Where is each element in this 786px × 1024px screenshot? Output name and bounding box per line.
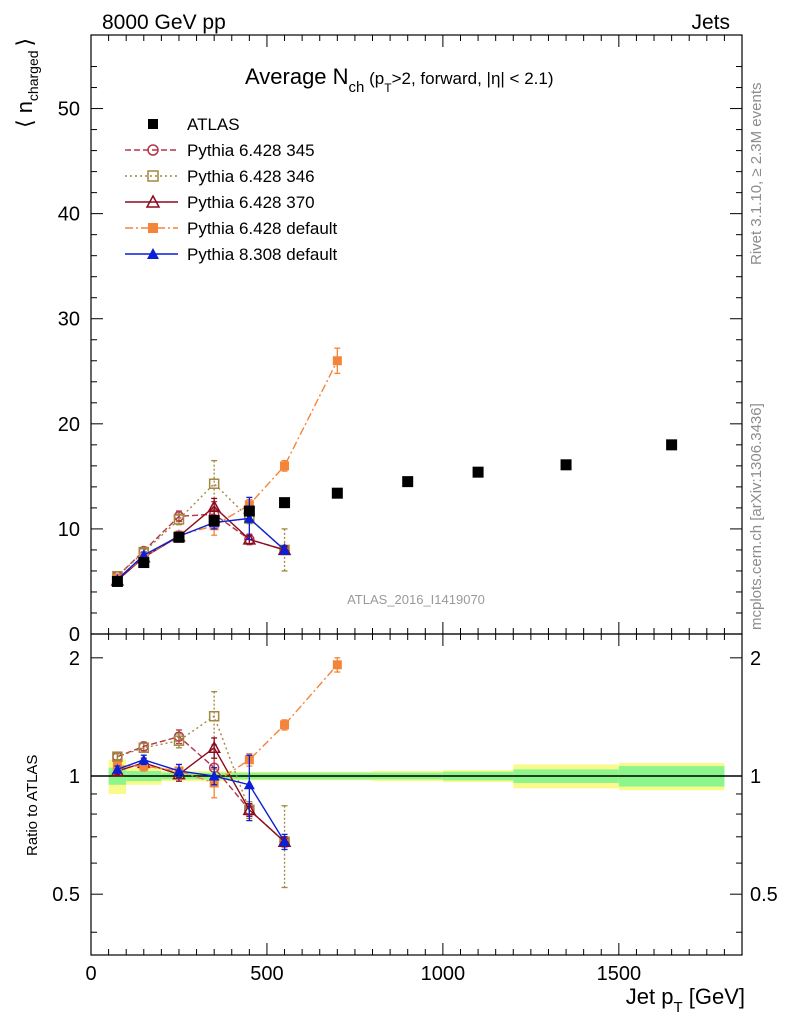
ratio-y-ticks xyxy=(91,657,742,933)
x-tick-label: 1500 xyxy=(597,963,642,985)
main-series-5 xyxy=(111,496,291,584)
y-tick-label: 50 xyxy=(58,99,80,121)
ratio-frame xyxy=(90,633,743,956)
ratio-ylabel: Ratio to ATLAS xyxy=(24,755,41,856)
data-point xyxy=(112,751,123,762)
legend-marker xyxy=(147,170,159,182)
ratio-series-2 xyxy=(110,737,292,848)
y-tick-label: 20 xyxy=(58,414,80,436)
data-point xyxy=(243,505,255,517)
data-point xyxy=(208,478,220,489)
x-axis-ticks xyxy=(90,35,743,955)
data-point xyxy=(111,763,123,774)
legend-label: Pythia 6.428 default xyxy=(187,219,338,238)
series-line xyxy=(116,360,338,579)
data-point xyxy=(331,487,343,499)
ratio-y-tick-label: 0.5 xyxy=(52,884,80,906)
x-tick-label: 500 xyxy=(250,963,283,985)
main-y-ticks xyxy=(91,66,742,635)
main-ylabel: ⟨ ncharged⟩ xyxy=(12,38,41,128)
data-point xyxy=(280,461,290,471)
data-point xyxy=(243,512,255,523)
main-series-0 xyxy=(111,439,678,587)
data-point xyxy=(173,514,185,525)
y-tick-label: 0 xyxy=(69,624,80,646)
main-title: Average Nch (pT>2, forward, |η| < 2.1) xyxy=(245,64,554,96)
legend-marker xyxy=(147,248,159,259)
data-point xyxy=(111,575,123,587)
header-left: 8000 GeV pp xyxy=(102,11,226,34)
data-point xyxy=(208,515,220,527)
legend-marker xyxy=(148,119,158,129)
legend-label: Pythia 6.428 346 xyxy=(187,167,315,186)
series-line xyxy=(117,715,286,843)
data-point xyxy=(173,735,185,746)
data-point xyxy=(332,356,342,366)
data-point xyxy=(208,770,220,781)
ratio-series-1 xyxy=(112,691,290,889)
legend-label: Pythia 6.428 345 xyxy=(187,141,315,160)
data-point xyxy=(173,765,185,776)
data-point xyxy=(138,742,150,754)
legend-label: ATLAS xyxy=(187,115,240,134)
series-line xyxy=(116,505,285,581)
mcplots-label: mcplots.cern.ch [arXiv:1306.3436] xyxy=(748,403,765,630)
analysis-id: ATLAS_2016_I1419070 xyxy=(347,592,485,607)
legend: ATLAS Pythia 6.428 345 Pythia 6.428 346 Pyt… xyxy=(125,115,338,264)
ratio-y-tick-label: 2 xyxy=(69,648,80,670)
y-tick-label: 30 xyxy=(58,309,80,331)
data-point xyxy=(207,740,221,754)
header-right: Jets xyxy=(691,11,730,34)
x-axis-label: Jet pT [GeV] xyxy=(626,984,745,1016)
data-point xyxy=(138,754,150,765)
series-line xyxy=(117,759,286,843)
legend-marker xyxy=(147,144,159,156)
main-series-1 xyxy=(112,500,290,582)
main-series-3 xyxy=(110,497,292,586)
data-point xyxy=(279,497,291,509)
ratio-bands xyxy=(108,759,725,794)
data-point xyxy=(666,439,678,451)
legend-label: Pythia 6.428 370 xyxy=(187,193,315,212)
x-tick-label: 0 xyxy=(85,963,96,985)
data-point xyxy=(560,459,572,471)
data-point xyxy=(139,761,149,771)
data-point xyxy=(402,476,414,488)
rivet-label: Rivet 3.1.10, ≥ 2.3M events xyxy=(748,83,765,266)
data-point xyxy=(243,779,255,790)
data-point xyxy=(208,710,220,722)
y-tick-label: 10 xyxy=(58,519,80,541)
data-point xyxy=(279,544,291,555)
legend-label: Pythia 8.308 default xyxy=(187,245,338,264)
data-point xyxy=(138,557,150,569)
data-point xyxy=(280,720,290,730)
data-point xyxy=(332,660,342,670)
legend-marker xyxy=(145,194,161,208)
plot-layer: 0 500 1000 1500 0 10 20 30 40 50 0.5 0.5 1 1 2 2 ATLAS Py… xyxy=(52,34,778,985)
ratio-y-tick-label-right: 2 xyxy=(750,648,761,670)
ratio-y-tick-label: 1 xyxy=(69,766,80,788)
data-point xyxy=(207,499,221,513)
data-point xyxy=(173,531,185,543)
data-point xyxy=(472,466,484,478)
legend-marker xyxy=(148,223,158,233)
y-tick-label: 40 xyxy=(58,204,80,226)
x-tick-label: 1000 xyxy=(421,963,466,985)
data-point xyxy=(279,836,291,847)
ratio-y-tick-label-right: 1 xyxy=(750,766,761,788)
ratio-series-4 xyxy=(111,754,291,851)
ratio-y-tick-label-right: 0.5 xyxy=(750,884,778,906)
